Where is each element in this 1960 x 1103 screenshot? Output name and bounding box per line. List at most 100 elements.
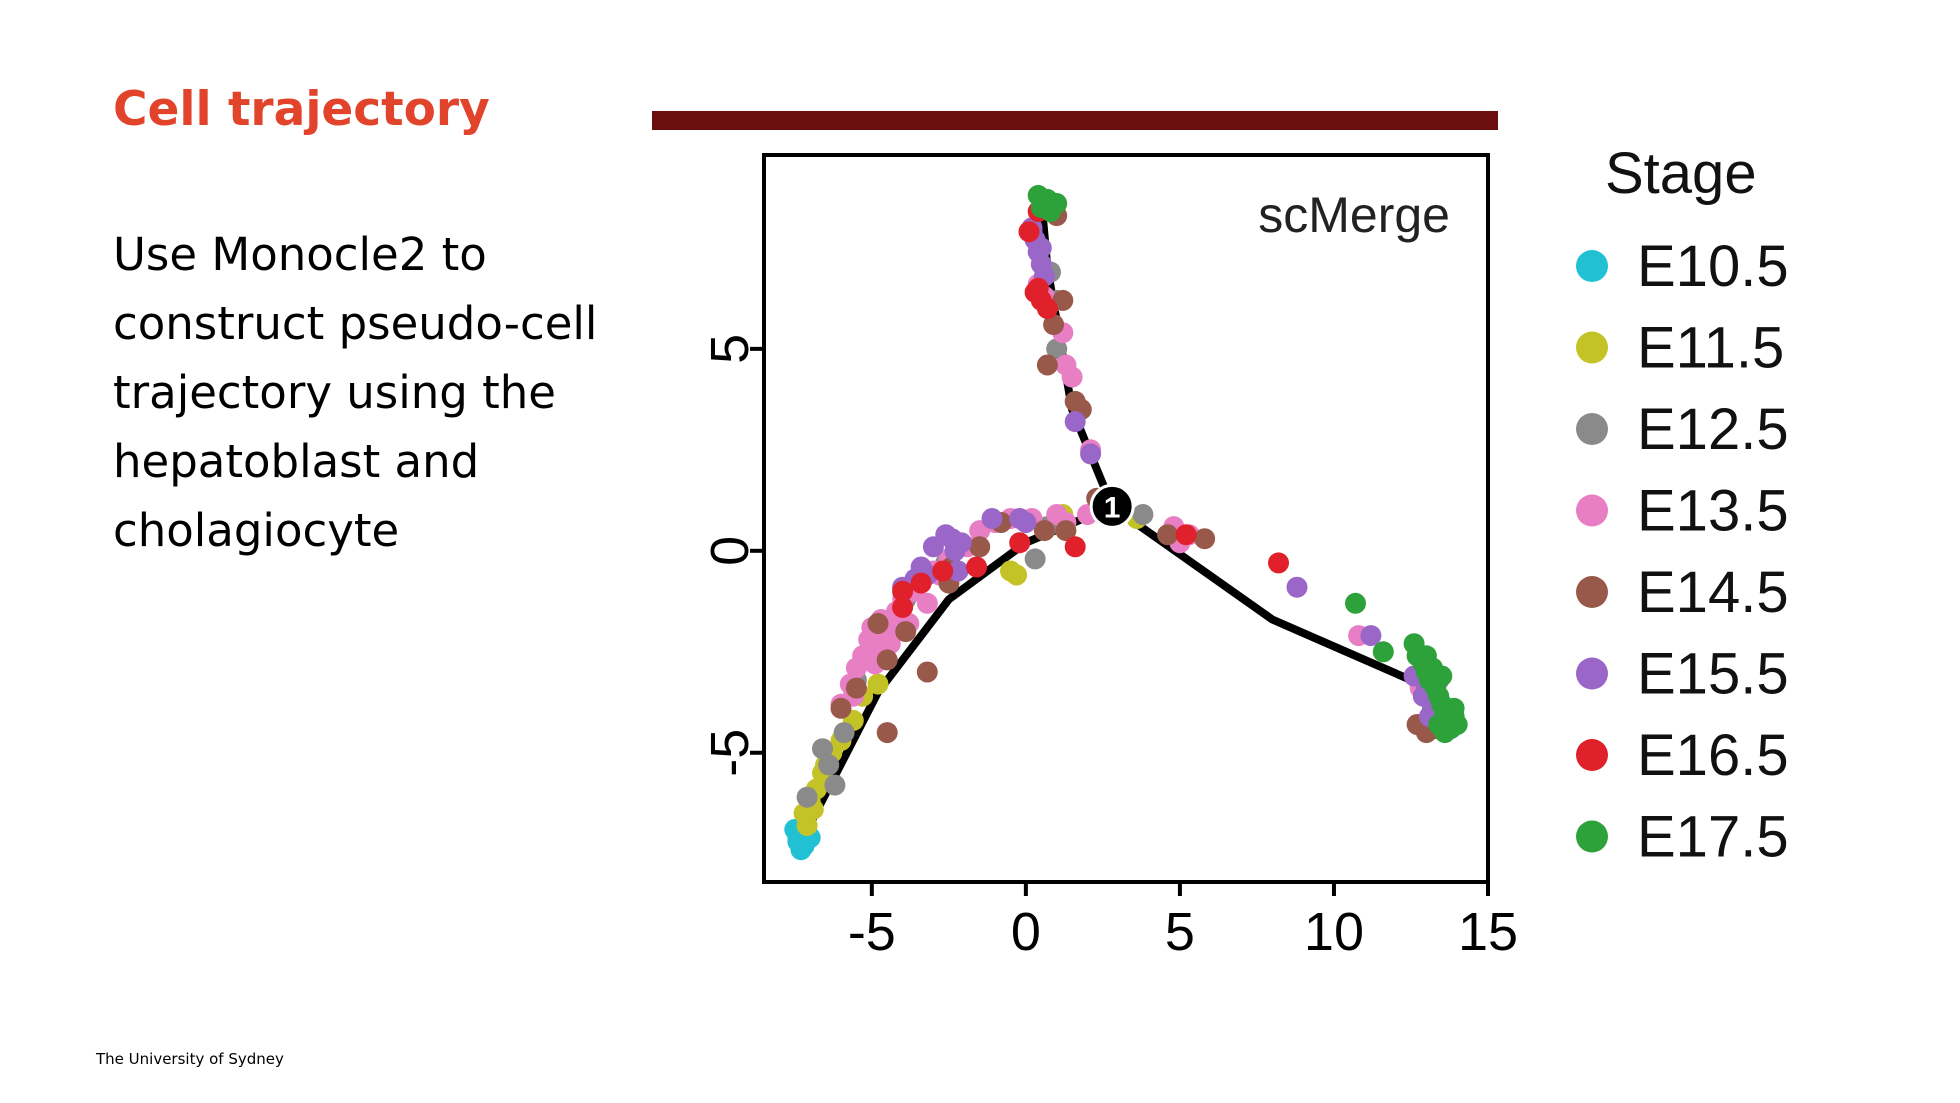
point-E15.5: [947, 560, 969, 582]
legend-label-E15.5: E15.5: [1637, 642, 1789, 707]
chart-annotation: scMerge: [1258, 187, 1450, 243]
point-E14.5: [969, 536, 991, 558]
point-E12.5: [818, 754, 840, 776]
x-tick-label: 0: [1011, 902, 1041, 962]
legend-swatch-E11.5: [1576, 331, 1608, 364]
point-E14.5: [1036, 354, 1058, 376]
point-E16.5: [1036, 298, 1058, 319]
footer-text: The University of Sydney: [96, 1050, 284, 1068]
point-E16.5: [1064, 536, 1086, 558]
point-E16.5: [1268, 552, 1289, 574]
branch-point-marker: [1089, 483, 1135, 529]
point-E14.5: [1043, 314, 1065, 336]
slide-body-text: Use Monocle2 to construct pseudo-cell tr…: [113, 228, 598, 557]
point-E14.5: [895, 621, 917, 643]
point-E15.5: [950, 532, 972, 554]
plot-frame: [762, 153, 1490, 884]
point-E16.5: [892, 596, 914, 618]
legend-swatch-E12.5: [1576, 413, 1608, 445]
x-tick-label: 5: [1165, 902, 1195, 962]
point-E17.5: [1040, 201, 1061, 222]
point-E16.5: [966, 556, 988, 578]
point-E12.5: [833, 722, 855, 744]
point-E17.5: [1443, 697, 1465, 719]
point-E14.5: [830, 697, 852, 719]
legend-label-E12.5: E12.5: [1637, 397, 1789, 462]
point-E17.5: [1434, 722, 1456, 744]
point-E16.5: [1018, 221, 1040, 243]
axes: -5 0 5 10 15 -5 0 5: [700, 334, 1518, 962]
point-E15.5: [1030, 237, 1052, 259]
legend-swatch-E16.5: [1576, 739, 1608, 771]
y-tick-label: 5: [700, 334, 760, 364]
point-E14.5: [876, 722, 898, 744]
point-E14.5: [1052, 289, 1074, 311]
point-E13.5: [1055, 354, 1077, 376]
point-E15.5: [981, 508, 1003, 529]
point-E17.5: [1415, 645, 1437, 667]
point-E12.5: [812, 738, 833, 760]
point-E14.5: [845, 677, 867, 699]
point-E11.5: [796, 815, 818, 836]
point-E15.5: [1286, 576, 1308, 598]
legend-label-E11.5: E11.5: [1637, 316, 1784, 381]
legend-swatch-E17.5: [1576, 820, 1608, 853]
point-E15.5: [1064, 411, 1086, 433]
point-E15.5: [1015, 512, 1037, 533]
point-E14.5: [867, 613, 889, 634]
point-E13.5: [879, 633, 901, 655]
point-E14.5: [1157, 524, 1179, 546]
point-E17.5: [1345, 592, 1366, 614]
branch-point-label: 1: [1104, 491, 1121, 524]
point-E11.5: [867, 673, 889, 695]
series-E17.5: [1027, 184, 1468, 744]
x-tick-label: -5: [848, 902, 896, 962]
branch-point: 1: [1089, 483, 1135, 529]
point-E14.5: [916, 661, 938, 683]
point-E16.5: [1009, 532, 1031, 554]
legend-title: Stage: [1605, 141, 1757, 206]
point-E17.5: [1372, 641, 1394, 663]
point-E16.5: [1175, 524, 1197, 546]
point-E16.5: [892, 580, 914, 602]
point-E12.5: [1046, 338, 1068, 360]
legend: Stage E10.5 E11.5 E12.5 E13.5 E14.5 E15.5 E16.…: [1576, 141, 1789, 870]
series-E13.5: [830, 273, 1443, 715]
point-E15.5: [922, 536, 944, 558]
point-E14.5: [876, 649, 898, 671]
legend-swatch-E10.5: [1576, 250, 1608, 282]
legend-label-E17.5: E17.5: [1637, 805, 1789, 870]
series-E14.5: [830, 205, 1447, 744]
y-tick-label: 0: [700, 536, 760, 566]
point-E12.5: [1132, 504, 1154, 525]
x-tick-label: 15: [1458, 902, 1518, 962]
point-E14.5: [1194, 528, 1216, 550]
point-E17.5: [1431, 665, 1453, 687]
point-E16.5: [1027, 277, 1049, 299]
legend-label-E13.5: E13.5: [1637, 479, 1789, 544]
title-accent-bar: [652, 111, 1498, 130]
point-E11.5: [1006, 564, 1028, 586]
data-points: [784, 184, 1468, 861]
point-E16.5: [910, 572, 932, 594]
point-E12.5: [824, 774, 846, 796]
legend-label-E16.5: E16.5: [1637, 723, 1789, 788]
point-E15.5: [1360, 625, 1382, 647]
legend-label-E10.5: E10.5: [1637, 234, 1789, 299]
point-E12.5: [1024, 548, 1046, 570]
slide-title: Cell trajectory: [113, 82, 490, 137]
series-E16.5: [892, 201, 1289, 618]
point-E12.5: [796, 786, 818, 808]
x-tick-label: 10: [1304, 902, 1364, 962]
y-tick-label: -5: [700, 729, 760, 777]
point-E14.5: [1033, 520, 1055, 542]
legend-swatch-E13.5: [1576, 494, 1608, 527]
point-E16.5: [932, 560, 954, 582]
legend-label-E14.5: E14.5: [1637, 560, 1789, 625]
point-E15.5: [1080, 443, 1102, 465]
point-E14.5: [1055, 520, 1077, 542]
legend-swatch-E14.5: [1576, 576, 1608, 608]
legend-swatch-E15.5: [1576, 657, 1608, 690]
point-E13.5: [916, 592, 938, 614]
